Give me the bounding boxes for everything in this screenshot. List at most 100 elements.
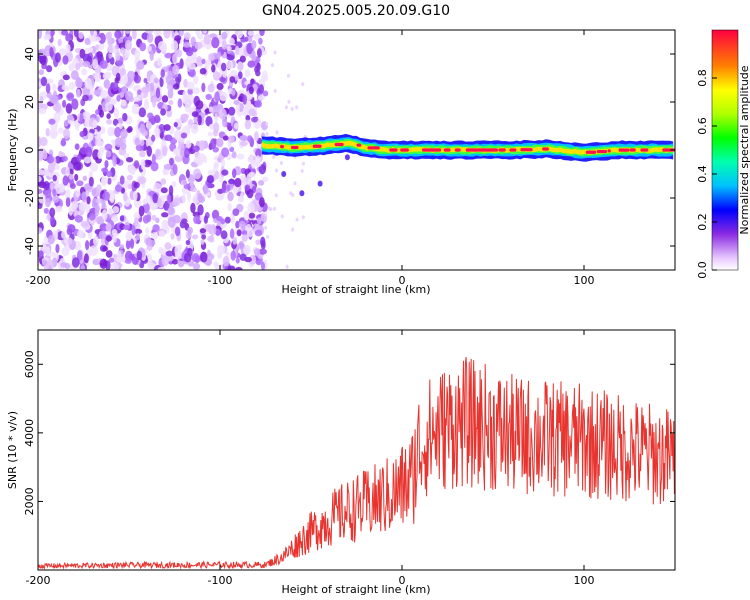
- noise-speckle: [201, 234, 207, 240]
- noise-speckle: [145, 137, 152, 148]
- noise-speckle: [139, 139, 145, 147]
- noise-speckle: [262, 70, 268, 80]
- noise-speckle: [197, 192, 203, 203]
- noise-speckle: [193, 215, 200, 225]
- noise-speckle: [57, 38, 62, 47]
- signal-peak: [356, 143, 362, 147]
- noise-speckle: [85, 240, 90, 251]
- noise-speckle: [244, 36, 249, 42]
- signal-peak: [454, 148, 461, 152]
- noise-speckle: [266, 234, 270, 239]
- noise-speckle: [43, 34, 52, 41]
- noise-speckle: [48, 118, 56, 125]
- noise-speckle: [221, 182, 227, 194]
- signal-peak: [607, 149, 611, 153]
- noise-speckle: [229, 228, 235, 239]
- noise-speckle: [273, 206, 277, 211]
- noise-speckle: [57, 127, 64, 134]
- noise-speckle: [185, 47, 194, 57]
- noise-speckle: [248, 108, 256, 117]
- noise-speckle: [138, 107, 146, 118]
- noise-speckle: [273, 50, 277, 55]
- noise-speckle: [230, 250, 236, 261]
- noise-speckle: [213, 129, 219, 137]
- noise-speckle: [301, 82, 305, 87]
- noise-speckle: [89, 162, 99, 172]
- noise-speckle: [92, 36, 102, 42]
- noise-speckle: [237, 195, 243, 203]
- noise-speckle: [62, 128, 71, 139]
- noise-speckle: [96, 184, 102, 193]
- noise-speckle: [168, 99, 174, 106]
- noise-speckle: [174, 226, 181, 237]
- signal-peak: [422, 148, 435, 152]
- noise-speckle: [260, 261, 266, 270]
- noise-speckle: [143, 98, 150, 111]
- noise-speckle: [114, 30, 122, 39]
- noise-speckle: [163, 124, 171, 131]
- noise-speckle: [45, 198, 51, 208]
- noise-speckle: [134, 228, 143, 235]
- noise-speckle: [184, 101, 191, 113]
- noise-speckle: [62, 100, 67, 108]
- noise-speckle: [216, 51, 222, 58]
- noise-speckle: [211, 36, 220, 49]
- noise-speckle: [256, 48, 262, 58]
- y-tick-label: 0: [23, 147, 36, 154]
- noise-speckle: [247, 35, 253, 43]
- noise-speckle: [61, 231, 66, 239]
- noise-speckle: [71, 200, 79, 210]
- noise-speckle: [169, 202, 174, 214]
- noise-speckle: [280, 214, 284, 219]
- noise-speckle: [68, 174, 74, 180]
- noise-speckle: [172, 214, 181, 224]
- noise-speckle: [237, 61, 244, 71]
- noise-speckle: [120, 128, 128, 139]
- noise-speckle: [213, 161, 220, 168]
- noise-speckle: [82, 175, 88, 182]
- noise-speckle: [245, 114, 251, 122]
- noise-speckle: [158, 230, 166, 237]
- noise-speckle: [160, 187, 168, 194]
- signal-peak: [629, 148, 636, 152]
- noise-speckle: [46, 155, 55, 164]
- noise-speckle: [74, 143, 80, 151]
- noise-speckle: [73, 30, 79, 38]
- noise-speckle: [39, 136, 48, 147]
- noise-speckle: [262, 90, 269, 97]
- noise-speckle: [183, 78, 188, 88]
- noise-speckle: [182, 90, 187, 102]
- noise-speckle: [104, 160, 109, 169]
- noise-speckle: [75, 62, 81, 71]
- noise-speckle: [112, 155, 117, 167]
- noise-speckle: [106, 113, 111, 120]
- noise-speckle: [38, 188, 43, 194]
- noise-speckle: [206, 249, 211, 258]
- noise-speckle: [79, 131, 85, 138]
- signal-peak: [509, 148, 517, 152]
- noise-speckle: [52, 195, 60, 203]
- noise-speckle: [166, 194, 172, 205]
- noise-speckle: [183, 183, 191, 190]
- noise-speckle: [216, 244, 226, 256]
- noise-speckle: [243, 244, 251, 256]
- noise-speckle: [208, 53, 215, 62]
- noise-speckle: [82, 94, 89, 102]
- noise-speckle: [50, 30, 55, 36]
- noise-speckle: [133, 160, 140, 169]
- noise-speckle: [258, 37, 263, 45]
- noise-speckle: [107, 35, 112, 46]
- noise-speckle: [59, 182, 66, 193]
- colorbar-tick-label: 0.2: [696, 213, 709, 231]
- noise-speckle: [235, 257, 240, 264]
- noise-speckle: [71, 257, 80, 268]
- noise-speckle: [105, 235, 112, 242]
- noise-speckle: [186, 190, 192, 202]
- snr-series-line: [38, 357, 675, 570]
- noise-speckle: [222, 135, 229, 141]
- noise-speckle: [225, 251, 230, 258]
- noise-speckle: [222, 117, 228, 128]
- noise-speckle: [226, 54, 235, 61]
- noise-speckle: [267, 206, 271, 211]
